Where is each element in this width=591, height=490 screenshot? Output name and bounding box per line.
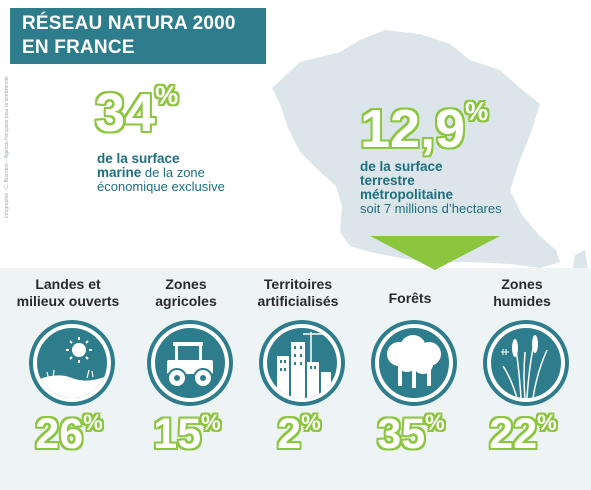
category-label-line1: Zones — [501, 276, 543, 292]
category-unit: % — [537, 410, 557, 435]
marine-line3: économique exclusive — [97, 179, 225, 194]
category-label-line2: humides — [493, 293, 551, 309]
title-banner: RÉSEAU NATURA 2000 EN FRANCE — [10, 8, 266, 64]
credit-text: Infographie : C. Bourdon – Agence frança… — [4, 76, 10, 218]
category-label-line2: artificialisés — [257, 293, 339, 309]
category-value: 35 — [377, 410, 426, 458]
terrestre-line4: soit 7 millions d’hectares — [360, 201, 502, 216]
category-label-line1: Zones — [165, 276, 207, 292]
city-buildings-icon — [263, 324, 341, 402]
sun-landscape-icon — [33, 324, 111, 402]
marine-unit: % — [155, 80, 179, 110]
category-label-line1: Territoires — [263, 276, 333, 292]
terrestre-line2: terrestre — [360, 173, 415, 188]
category-unit: % — [83, 410, 103, 435]
category-percent-landes: 26% — [4, 410, 134, 459]
category-percent-forets: 35% — [346, 410, 476, 459]
marine-line1: de la surface — [97, 151, 180, 166]
reeds-icon — [487, 324, 565, 402]
category-value: 26 — [35, 410, 84, 458]
marine-line2-bold: marine — [97, 165, 142, 180]
category-label-forets: Forêts — [350, 290, 470, 307]
trees-icon — [375, 324, 453, 402]
category-label-territoires: Territoires artificialisés — [238, 276, 358, 310]
category-unit: % — [301, 410, 321, 435]
title-line-1: RÉSEAU NATURA 2000 — [22, 13, 236, 34]
category-percent-territoires: 2% — [234, 410, 364, 459]
category-value: 2 — [277, 410, 302, 458]
terrestre-unit: % — [465, 96, 489, 126]
category-value: 22 — [489, 410, 538, 458]
terrestre-percent: 12,9% — [360, 96, 489, 160]
marine-description: de la surface marine de la zone économiq… — [97, 152, 225, 194]
green-arrow — [370, 236, 500, 270]
terrestre-line1: de la surface — [360, 159, 443, 174]
france-map — [272, 30, 560, 268]
category-label-landes: Landes et milieux ouverts — [8, 276, 128, 310]
category-percent-agricoles: 15% — [122, 410, 252, 459]
terrestre-line3: métropolitaine — [360, 187, 454, 202]
category-value: 15 — [153, 410, 202, 458]
category-label-line2: milieux ouverts — [16, 293, 120, 309]
terrestre-description: de la surface terrestre métropolitaine s… — [360, 160, 502, 216]
category-label-agricoles: Zones agricoles — [126, 276, 246, 310]
terrestre-value: 12,9 — [360, 99, 466, 159]
marine-line2-rest: de la zone — [141, 165, 205, 180]
marine-percent: 34% — [95, 80, 179, 144]
category-unit: % — [201, 410, 221, 435]
category-label-humides: Zones humides — [462, 276, 582, 310]
category-label-line1: Landes et — [35, 276, 101, 292]
category-unit: % — [425, 410, 445, 435]
category-label-line2: agricoles — [155, 293, 217, 309]
category-percent-humides: 22% — [458, 410, 588, 459]
title-line-2: EN FRANCE — [22, 37, 135, 58]
marine-value: 34 — [95, 83, 156, 143]
tractor-icon — [151, 324, 229, 402]
category-label-line1: Forêts — [388, 290, 432, 306]
